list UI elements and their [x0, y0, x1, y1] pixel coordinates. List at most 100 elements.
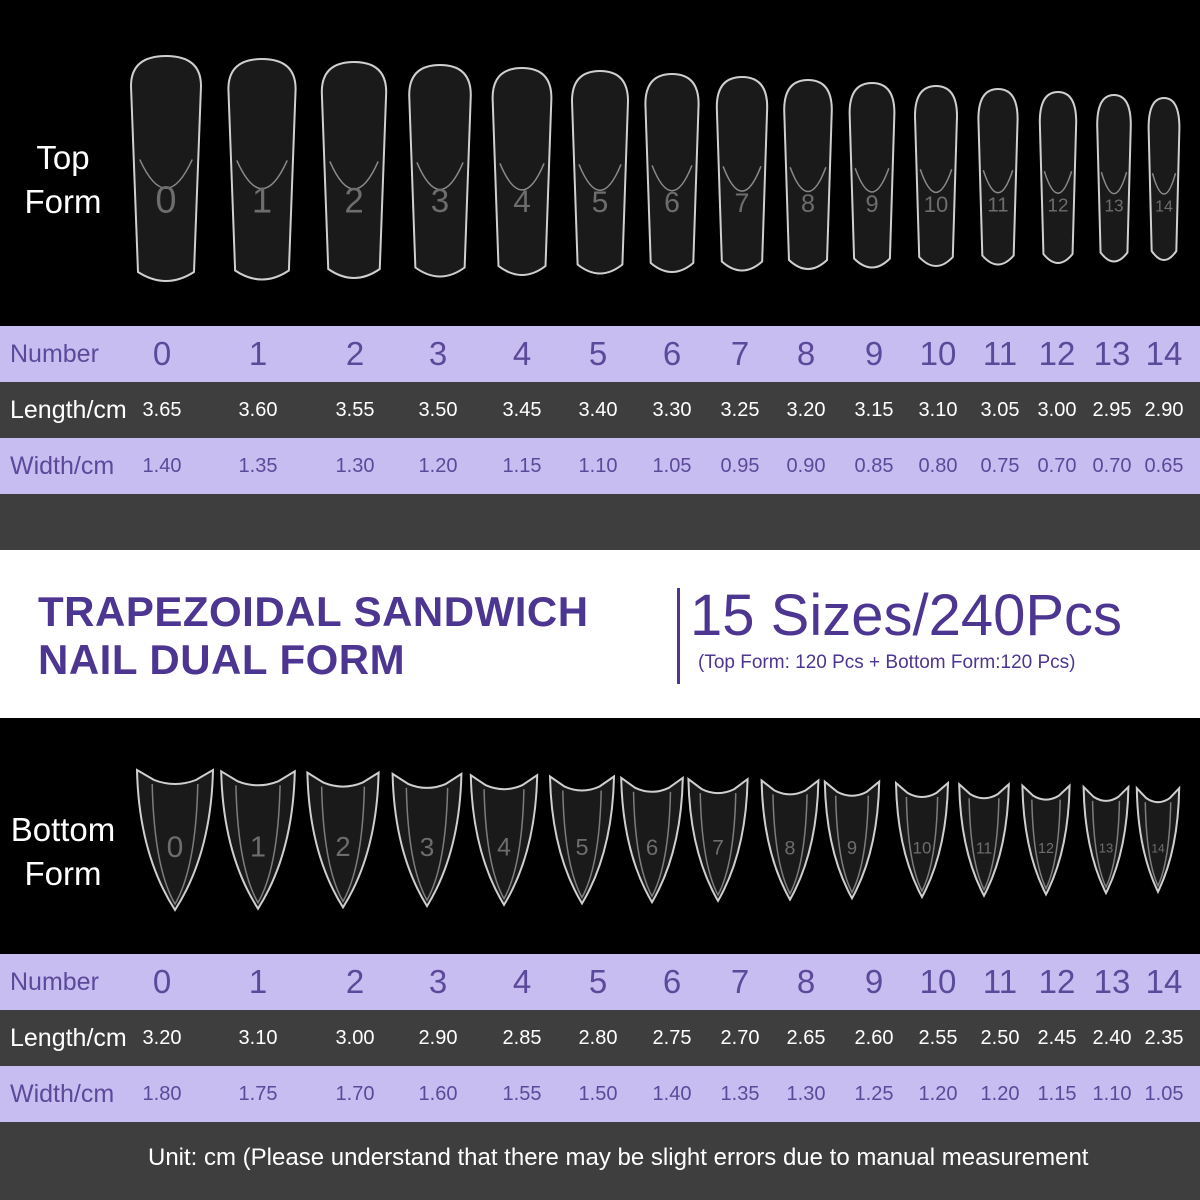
bottom-nail-tip: 4 — [469, 773, 539, 907]
top-nail-number: 4 — [513, 183, 531, 219]
top-length-cell: 3.00 — [1037, 399, 1077, 421]
top-nail-outline — [570, 69, 630, 275]
top-length-cell: 3.25 — [720, 399, 760, 421]
bottom-nail-tip: 9 — [823, 779, 881, 901]
top-nail-smile-line — [236, 160, 288, 190]
bottom-length-cell: 2.90 — [418, 1027, 458, 1049]
top-spacer-bar — [0, 494, 1200, 550]
top-nail-outline — [1147, 96, 1181, 261]
bottom-nail-inner-line — [772, 794, 808, 896]
unit-note: Unit: cm (Please understand that there m… — [148, 1144, 1089, 1171]
top-width-cell: 0.80 — [918, 455, 958, 477]
bottom-nail-tip: 0 — [135, 768, 215, 912]
bottom-nail-inner-line — [320, 786, 366, 903]
top-nail-number: 2 — [344, 181, 363, 220]
top-length-cell: 3.15 — [854, 399, 894, 421]
top-width-label: Width/cm — [10, 452, 115, 480]
top-nail-outline — [848, 81, 896, 269]
bottom-length-row: Length/cm 3.20 3.10 3.00 2.90 2.85 2.80 2.75 2.… — [0, 1010, 1200, 1066]
top-length-label: Length/cm — [10, 396, 127, 424]
top-number-row: Number 0 1 2 3 4 5 6 7 8 9 10 11 12 13 14 — [0, 326, 1200, 382]
bottom-nail-tip: 10 — [894, 780, 950, 900]
bottom-width-cell: 1.35 — [720, 1083, 760, 1105]
top-width-cell: 0.90 — [786, 455, 826, 477]
top-width-cell: 1.05 — [652, 455, 692, 477]
bottom-width-cell: 1.55 — [502, 1083, 542, 1105]
bottom-nail-tip: 5 — [548, 774, 616, 906]
top-nail-smile-line — [1151, 172, 1177, 195]
product-title-line2: NAIL DUAL FORM — [38, 636, 406, 683]
top-number-cell: 0 — [152, 335, 172, 372]
bottom-width-row: Width/cm 1.80 1.75 1.70 1.60 1.55 1.50 1.40 1.3… — [0, 1066, 1200, 1122]
top-nail-tip: 6 — [644, 72, 700, 273]
top-number-cell: 1 — [248, 335, 268, 372]
bottom-number-cell: 1 — [248, 963, 268, 1000]
top-nail-smile-line — [416, 162, 464, 191]
top-width-cell: 0.70 — [1037, 455, 1077, 477]
top-nail-number: 13 — [1104, 196, 1123, 216]
bottom-nail-number: 9 — [847, 837, 857, 858]
top-nail-number: 10 — [924, 192, 948, 217]
bottom-number-cell: 12 — [1038, 963, 1076, 1000]
top-nail-outline — [491, 66, 553, 276]
top-number-cell: 2 — [345, 335, 365, 372]
bottom-nail-number: 13 — [1099, 841, 1114, 856]
bottom-form-label: Bottom Form — [8, 808, 118, 896]
top-length-cell: 3.65 — [142, 399, 182, 421]
bottom-nail-outline — [391, 772, 463, 909]
bottom-length-cell: 3.10 — [238, 1027, 278, 1049]
top-length-cell: 3.40 — [578, 399, 618, 421]
bottom-length-cell: 2.50 — [980, 1027, 1020, 1049]
bottom-nail-outline — [1021, 783, 1071, 897]
bottom-number-cell: 13 — [1093, 963, 1131, 1000]
bottom-nail-outline — [894, 780, 950, 900]
bottom-number-cell: 5 — [588, 963, 608, 1000]
top-nail-outline — [408, 63, 472, 278]
bottom-nail-outline — [823, 779, 881, 901]
bottom-nail-inner-line — [483, 789, 525, 901]
bottom-nail-tip: 14 — [1135, 785, 1181, 895]
top-width-cell: 1.20 — [418, 455, 458, 477]
bottom-nail-outline — [306, 770, 380, 910]
pieces-breakdown: (Top Form: 120 Pcs + Bottom Form:120 Pcs… — [698, 652, 1076, 673]
footer-bar — [0, 1122, 1200, 1200]
bottom-width-cell: 1.10 — [1092, 1083, 1132, 1105]
bottom-nail-number: 8 — [785, 837, 796, 859]
bottom-nail-outline — [620, 775, 684, 905]
bottom-number-row: Number 0 1 2 3 4 5 6 7 8 9 10 11 12 13 14 — [0, 954, 1200, 1010]
bottom-width-cell: 1.30 — [786, 1083, 826, 1105]
top-nail-smile-line — [919, 169, 953, 193]
bottom-width-cell: 1.20 — [980, 1083, 1020, 1105]
top-nail-number: 0 — [155, 179, 176, 221]
top-form-photo: 0 1 2 3 4 5 6 7 8 9 10 11 12 13 14 Top Form — [0, 0, 1200, 326]
bottom-number-cell: 2 — [345, 963, 365, 1000]
bottom-nail-tip: 6 — [620, 775, 684, 905]
sizes-count: 15 Sizes/240Pcs — [690, 583, 1123, 648]
top-nail-tip: 0 — [129, 54, 203, 282]
top-length-cell: 3.45 — [502, 399, 542, 421]
top-nail-outline — [1038, 90, 1078, 264]
bottom-number-cell: 14 — [1145, 963, 1183, 1000]
top-nail-smile-line — [651, 165, 693, 192]
top-number-cell: 4 — [512, 335, 532, 372]
bottom-length-cell: 2.45 — [1037, 1027, 1077, 1049]
top-nail-outline — [1096, 93, 1132, 263]
bottom-nail-tip: 3 — [391, 772, 463, 909]
bottom-length-cell: 2.55 — [918, 1027, 958, 1049]
bottom-nail-tip: 8 — [760, 778, 820, 902]
bottom-nail-inner-line — [151, 783, 199, 906]
bottom-number-cell: 3 — [428, 963, 448, 1000]
bottom-length-cell: 2.80 — [578, 1027, 618, 1049]
bottom-nail-number: 10 — [913, 839, 932, 858]
top-number-cell: 12 — [1038, 335, 1076, 372]
bottom-nail-tip: 12 — [1021, 783, 1071, 897]
top-number-cell: 7 — [730, 335, 750, 372]
top-number-cell: 5 — [588, 335, 608, 372]
bottom-length-cell: 2.40 — [1092, 1027, 1132, 1049]
top-width-cell: 0.65 — [1144, 455, 1184, 477]
bottom-nail-outline — [958, 782, 1010, 898]
top-nail-tip: 7 — [715, 75, 769, 272]
bottom-number-cell: 0 — [152, 963, 172, 1000]
top-length-cell: 3.20 — [786, 399, 826, 421]
top-width-row: Width/cm 1.40 1.35 1.30 1.20 1.15 1.10 1.05 0.9… — [0, 438, 1200, 494]
